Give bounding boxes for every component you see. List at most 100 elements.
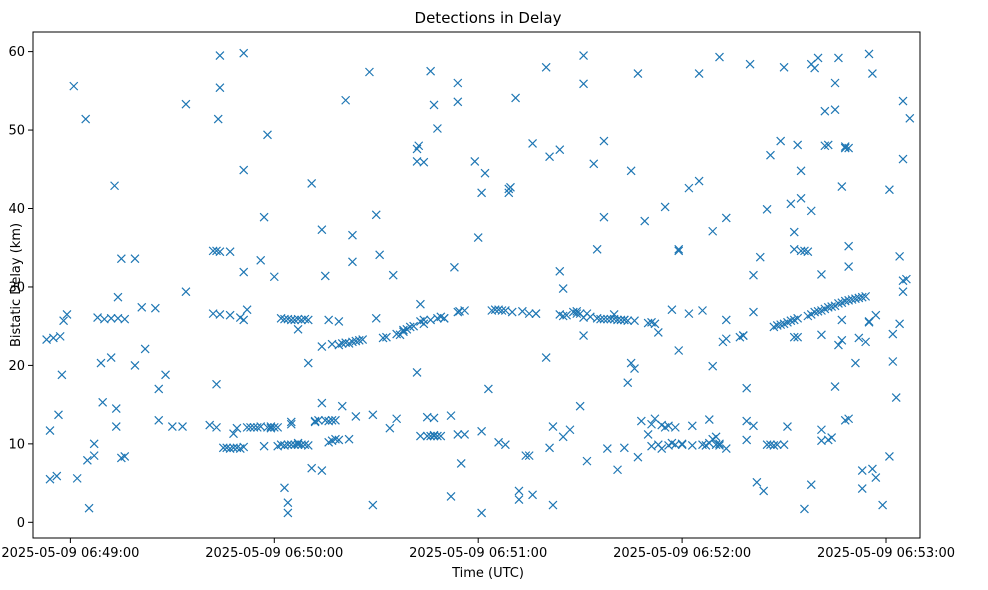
data-point	[334, 317, 344, 326]
data-point	[541, 62, 551, 72]
data-point	[432, 431, 442, 441]
data-point	[470, 157, 480, 166]
data-point	[229, 429, 238, 439]
data-point	[506, 182, 515, 192]
data-point	[52, 471, 62, 481]
data-point	[742, 435, 752, 445]
data-point	[286, 417, 296, 427]
data-point	[317, 398, 327, 408]
data-point	[55, 331, 65, 341]
data-point	[708, 361, 718, 371]
y-axis: 0 10 20 30 40 50 60	[8, 45, 33, 531]
chart-title: Detections in Delay	[415, 9, 562, 27]
data-point	[45, 426, 55, 435]
y-tick-label: 20	[8, 359, 25, 374]
data-point	[653, 328, 663, 337]
data-point	[759, 486, 769, 496]
x-axis-title: Time (UTC)	[451, 566, 524, 581]
data-point	[54, 410, 63, 420]
data-point	[793, 140, 803, 150]
data-point	[453, 78, 463, 88]
data-point	[742, 383, 752, 393]
data-point	[215, 247, 225, 257]
data-point	[348, 337, 357, 347]
x-tick-label: 2025-05-09 06:51:00	[409, 546, 547, 561]
data-point	[375, 250, 385, 260]
x-tick-label: 2025-05-09 06:49:00	[1, 546, 139, 561]
plot-frame	[32, 31, 921, 539]
data-point	[388, 270, 398, 280]
data-point	[766, 440, 775, 450]
data-point	[558, 432, 568, 442]
data-point	[827, 433, 837, 443]
data-point	[800, 246, 809, 256]
data-point	[884, 185, 894, 195]
data-point	[837, 315, 847, 325]
data-point	[579, 79, 588, 89]
data-points	[42, 48, 915, 518]
data-point	[548, 500, 558, 510]
data-point	[844, 143, 854, 153]
data-point	[426, 66, 436, 76]
y-tick-label: 30	[8, 280, 25, 295]
data-point	[449, 262, 459, 272]
data-point	[460, 430, 470, 439]
data-point	[854, 293, 864, 303]
data-point	[884, 451, 894, 461]
data-point	[286, 419, 296, 429]
x-tick-label: 2025-05-09 06:53:00	[817, 546, 955, 561]
data-point	[867, 464, 877, 474]
data-point	[579, 51, 588, 60]
data-point	[225, 247, 235, 257]
data-point	[293, 314, 303, 324]
data-point	[575, 401, 585, 411]
data-point	[840, 296, 850, 306]
data-point	[351, 336, 361, 346]
data-point	[84, 503, 94, 513]
data-point	[368, 500, 378, 510]
data-point	[715, 441, 724, 450]
data-point	[721, 315, 731, 325]
data-point	[263, 422, 272, 432]
y-tick-label: 60	[8, 45, 25, 60]
data-point	[823, 302, 833, 312]
data-point	[684, 183, 694, 193]
data-point	[432, 124, 442, 133]
data-point	[847, 295, 857, 304]
data-point	[130, 360, 140, 370]
data-point	[840, 143, 850, 153]
data-point	[113, 292, 123, 302]
data-point	[647, 419, 656, 429]
data-point	[331, 415, 340, 425]
data-point	[110, 181, 119, 191]
data-point	[239, 48, 249, 58]
data-point	[599, 314, 609, 324]
data-point	[558, 284, 568, 293]
data-point	[344, 434, 354, 444]
data-point	[810, 307, 820, 317]
data-point	[674, 346, 684, 355]
data-point	[181, 99, 191, 109]
y-axis-title: Bistatic Delay (km)	[9, 223, 24, 347]
data-point	[507, 307, 517, 317]
data-point	[256, 255, 266, 265]
x-tick-label: 2025-05-09 06:52:00	[613, 546, 751, 561]
data-point	[789, 227, 799, 237]
data-point	[555, 145, 565, 155]
data-point	[111, 404, 121, 413]
data-point	[844, 262, 854, 271]
plot-area	[33, 32, 920, 538]
data-point	[111, 422, 121, 432]
data-point	[280, 483, 289, 493]
data-point	[749, 270, 758, 280]
data-point	[371, 210, 381, 220]
data-point	[310, 416, 320, 426]
data-point	[69, 81, 79, 91]
data-point	[667, 305, 677, 315]
data-point	[558, 311, 568, 321]
data-point	[664, 421, 673, 431]
data-point	[623, 316, 633, 326]
data-point	[871, 310, 881, 320]
data-point	[239, 165, 249, 175]
data-point	[215, 83, 225, 93]
